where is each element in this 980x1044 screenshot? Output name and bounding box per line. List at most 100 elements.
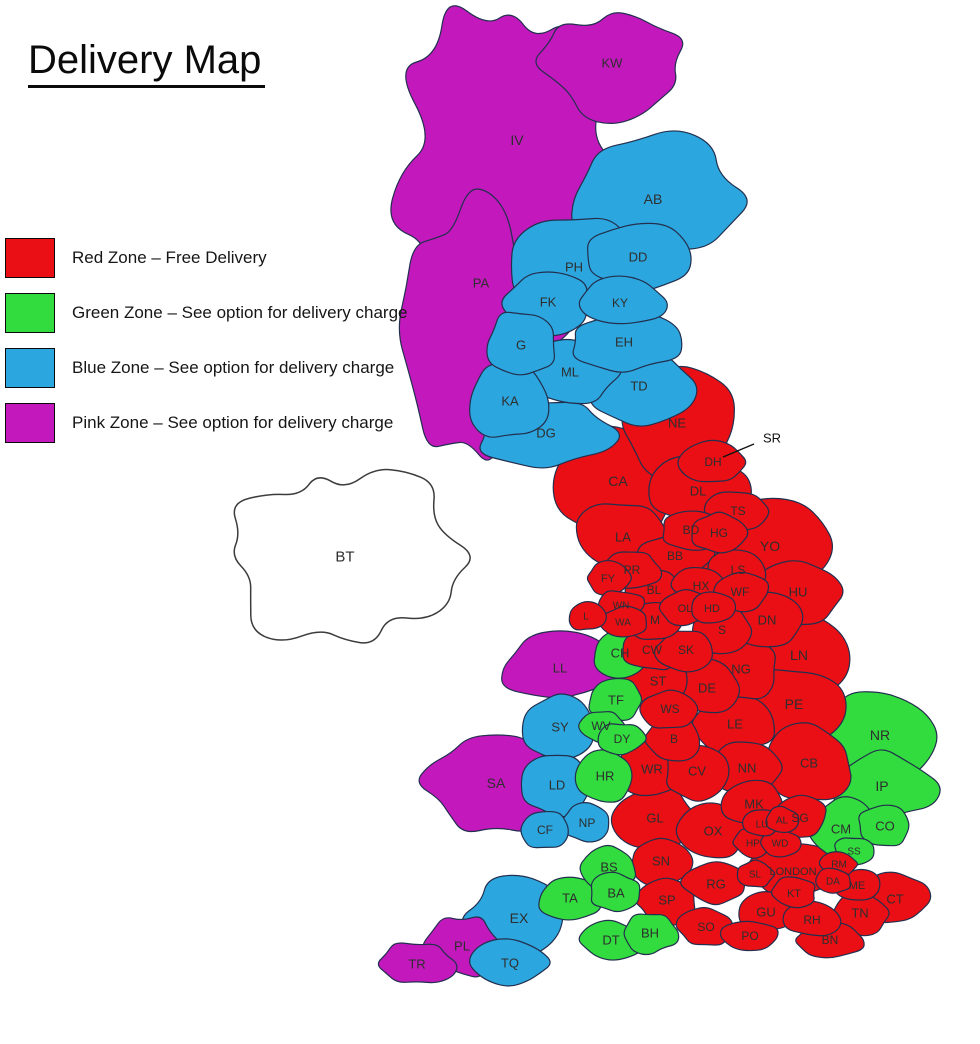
region-label-mk: MK <box>744 797 764 812</box>
region-label-bb: BB <box>667 549 683 563</box>
region-label-fy: FY <box>601 573 616 585</box>
region-ky <box>578 275 668 325</box>
region-label-pl: PL <box>454 939 470 954</box>
region-cf <box>520 810 569 849</box>
region-hd <box>691 591 737 624</box>
region-label-st: ST <box>650 674 667 689</box>
region-label-dn: DN <box>758 613 777 628</box>
sr-callout-label: SR <box>763 431 781 446</box>
region-label-dy: DY <box>614 732 631 746</box>
region-label-sg: SG <box>791 811 808 825</box>
region-label-po: PO <box>741 929 758 943</box>
region-label-cf: CF <box>537 823 553 837</box>
region-label-bn: BN <box>822 933 839 947</box>
region-label-rg: RG <box>706 877 726 892</box>
region-label-l: L <box>583 612 589 623</box>
region-rh <box>782 900 842 937</box>
region-label-ss: SS <box>847 847 861 858</box>
legend-row-blue: Blue Zone – See option for delivery char… <box>5 347 407 388</box>
region-label-dg: DG <box>536 426 556 441</box>
legend-row-pink: Pink Zone – See option for delivery char… <box>5 402 407 443</box>
region-label-iv: IV <box>510 132 524 148</box>
region-label-tq: TQ <box>501 956 519 971</box>
region-tq <box>469 938 551 987</box>
region-label-hd: HD <box>704 603 720 615</box>
region-dd <box>587 222 692 292</box>
region-g <box>486 311 556 376</box>
region-label-ip: IP <box>875 778 888 794</box>
region-label-td: TD <box>630 379 647 394</box>
region-ta <box>538 876 602 921</box>
region-label-cv: CV <box>688 764 706 779</box>
red-zone-label: Red Zone – Free Delivery <box>72 247 267 267</box>
region-da <box>815 867 852 894</box>
region-label-ng: NG <box>731 662 751 677</box>
region-label-bs: BS <box>600 860 618 875</box>
region-label-ls: LS <box>731 563 746 577</box>
region-co <box>858 804 910 847</box>
pink-zone-swatch <box>5 402 55 443</box>
region-ba <box>590 871 641 913</box>
region-label-da: DA <box>826 877 840 888</box>
region-sk <box>653 630 713 673</box>
region-label-wf: WF <box>731 585 750 599</box>
region-label-ll: LL <box>553 661 567 676</box>
legend-row-red: Red Zone – Free Delivery <box>5 237 407 278</box>
region-label-bt: BT <box>335 548 354 565</box>
region-label-ky: KY <box>612 296 628 310</box>
region-po <box>719 920 779 952</box>
region-ab <box>571 130 748 255</box>
region-label-ta: TA <box>562 891 578 906</box>
region-label-fk: FK <box>540 295 557 310</box>
region-label-nr: NR <box>870 727 890 743</box>
region-dh <box>677 439 747 483</box>
region-label-ld: LD <box>549 778 566 793</box>
region-label-sl: SL <box>749 870 762 881</box>
region-label-bh: BH <box>641 926 659 941</box>
region-label-cm: CM <box>831 822 851 837</box>
region-label-hr: HR <box>596 769 615 784</box>
region-label-ol: OL <box>678 603 693 615</box>
region-label-s: S <box>718 623 726 637</box>
region-label-ln: LN <box>790 647 808 663</box>
green-zone-label: Green Zone – See option for delivery cha… <box>72 302 408 322</box>
region-label-co: CO <box>875 819 895 834</box>
region-label-me: ME <box>849 880 866 892</box>
region-label-ca: CA <box>608 473 628 489</box>
region-label-nn: NN <box>738 761 757 776</box>
region-label-bl: BL <box>647 583 662 597</box>
region-kw <box>535 12 684 124</box>
region-hg <box>691 511 749 554</box>
region-label-ph: PH <box>565 260 583 275</box>
zone-legend: Red Zone – Free Delivery Green Zone – Se… <box>5 237 408 458</box>
region-tr <box>377 942 458 984</box>
region-label-wd: WD <box>772 839 789 850</box>
region-label-dl: DL <box>690 484 707 499</box>
region-label-hp: HP <box>746 839 760 850</box>
region-label-yo: YO <box>760 538 780 554</box>
region-label-de: DE <box>698 681 716 696</box>
region-label-ba: BA <box>607 886 625 901</box>
region-label-tn: TN <box>851 906 868 921</box>
region-fy <box>586 559 632 596</box>
region-label-ch: CH <box>611 646 630 661</box>
region-label-rh: RH <box>803 913 820 927</box>
region-label-wr: WR <box>641 762 663 777</box>
region-label-ox: OX <box>704 824 723 839</box>
region-label-hu: HU <box>789 585 808 600</box>
region-label-wn: WN <box>613 601 630 612</box>
region-label-ml: ML <box>561 365 579 380</box>
region-label-london: LONDON <box>769 866 816 878</box>
region-label-dd: DD <box>629 250 648 265</box>
region-label-wv: WV <box>591 719 610 733</box>
region-label-kt: KT <box>787 888 801 900</box>
region-label-dh: DH <box>704 455 721 469</box>
region-label-tr: TR <box>408 957 425 972</box>
region-label-dt: DT <box>602 933 619 948</box>
region-label-ab: AB <box>644 191 663 207</box>
region-label-sp: SP <box>658 893 675 908</box>
region-label-eh: EH <box>615 335 633 350</box>
region-label-gu: GU <box>756 905 776 920</box>
